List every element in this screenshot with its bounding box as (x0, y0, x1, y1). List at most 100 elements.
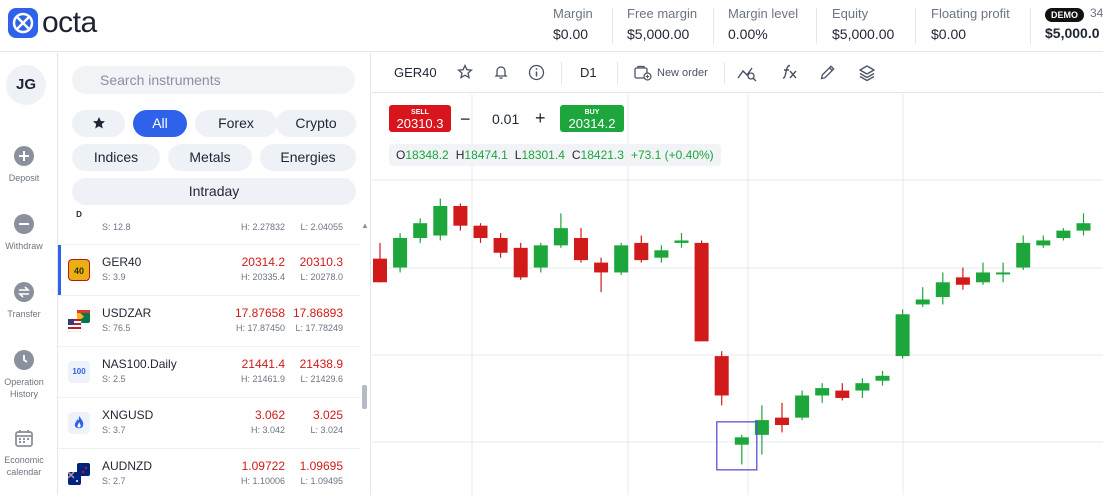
clock-icon (14, 350, 34, 370)
new-order-icon (634, 65, 652, 81)
candle-body (976, 272, 990, 283)
filter-all[interactable]: All (133, 110, 187, 137)
candle-body (1036, 240, 1051, 246)
nav-item-withdraw[interactable]: Withdraw (0, 214, 48, 252)
sell-button[interactable]: SELL 20310.3 (389, 105, 451, 132)
pencil-icon[interactable] (819, 64, 836, 81)
candle-body (413, 223, 428, 238)
candle-body (574, 237, 588, 261)
lot-decrease-button[interactable]: − (460, 109, 471, 129)
candle-body (533, 245, 548, 268)
nav-item-operation-history[interactable]: Operation History (0, 350, 48, 400)
candle-body (875, 375, 890, 381)
filter-favorites[interactable] (72, 110, 125, 137)
candle-body (614, 245, 629, 273)
divider (612, 8, 613, 44)
plus-circle-icon (14, 146, 34, 166)
candle-body (795, 395, 810, 418)
candle-body (553, 228, 568, 246)
left-nav: JG Deposit Withdraw Transfer Operation H… (0, 53, 58, 495)
brand-name: octa (42, 6, 97, 39)
filter-forex[interactable]: Forex (195, 110, 277, 137)
nav-item-economic-calendar[interactable]: Economic calendar (0, 428, 48, 478)
candle-body (1056, 230, 1071, 238)
instrument-panel: All Forex Crypto Indices Metals Energies… (58, 53, 371, 495)
account-floating-profit: Floating profit $0.00 (931, 6, 1010, 42)
list-item-ger40[interactable]: 40 GER40 S: 3.9 20314.2 20310.3 H: 20335… (58, 245, 360, 296)
filter-indices[interactable]: Indices (72, 144, 160, 171)
ohlc-readout: O 18348.2 H 18474.1 L 18301.4 C 18421.3 +73.… (389, 144, 721, 166)
filter-metals[interactable]: Metals (168, 144, 252, 171)
candle-body (996, 272, 1011, 275)
price-chart[interactable] (372, 94, 1103, 495)
candle-body (513, 247, 528, 278)
star-icon (92, 117, 105, 129)
demo-badge: DEMO (1045, 8, 1084, 22)
info-icon[interactable] (528, 64, 545, 81)
bell-icon[interactable] (493, 64, 509, 80)
chart-symbol[interactable]: GER40 (394, 65, 437, 80)
divider (915, 8, 916, 44)
account-equity: Equity $5,000.00 (832, 6, 895, 42)
account-balance[interactable]: $5,000.0 (1045, 25, 1100, 41)
nav-item-transfer[interactable]: Transfer (0, 282, 48, 320)
new-order-button[interactable]: New order (634, 62, 708, 84)
list-item-usdzar[interactable]: USDZAR S: 76.5 17.87658 17.86893 H: 17.8… (58, 296, 360, 347)
lot-increase-button[interactable]: + (535, 108, 546, 128)
search-input[interactable] (72, 66, 355, 94)
list-item[interactable]: D S: 12.8 H: 2.27832 L: 2.04055 (58, 204, 360, 245)
divider (713, 8, 714, 44)
calendar-icon (14, 428, 34, 448)
list-item-nas100-daily[interactable]: 100 NAS100.Daily S: 2.5 21441.4 21438.9 … (58, 347, 360, 398)
candle-body (1016, 242, 1031, 268)
candle-body (955, 277, 970, 285)
avatar[interactable]: JG (6, 65, 46, 105)
timeframe-selector[interactable]: D1 (580, 65, 597, 80)
list-item-audnzd[interactable]: AUDNZD S: 2.7 1.09722 1.09695 H: 1.10006… (58, 449, 360, 495)
divider (724, 62, 725, 84)
star-icon[interactable] (457, 64, 473, 80)
fx-icon[interactable] (780, 64, 798, 80)
scrollbar-thumb[interactable] (362, 385, 367, 409)
candle-body (634, 242, 649, 261)
instrument-flag-icon: D (76, 210, 82, 219)
filter-crypto[interactable]: Crypto (276, 110, 356, 137)
selected-candle-highlight (716, 421, 758, 471)
ger40-flag-icon: 40 (68, 259, 90, 281)
candle-body (694, 242, 709, 342)
candle-body (493, 237, 508, 253)
indicators-icon[interactable] (737, 64, 757, 82)
chart-toolbar: GER40 D1 New order (372, 53, 1103, 93)
divider (1030, 8, 1031, 44)
candle-body (734, 437, 749, 445)
divider (816, 8, 817, 44)
candle-body (815, 388, 830, 396)
account-margin: Margin $0.00 (553, 6, 593, 42)
scroll-up-icon[interactable]: ▲ (361, 221, 369, 230)
lot-size-input[interactable]: 0.01 (492, 111, 520, 127)
candle-body (393, 237, 408, 268)
candle-body (373, 258, 387, 283)
nav-item-deposit[interactable]: Deposit (0, 146, 48, 184)
filter-energies[interactable]: Energies (260, 144, 356, 171)
candle-body (453, 205, 468, 226)
candle-body (895, 314, 910, 357)
candle-body (855, 383, 870, 391)
transfer-icon (14, 282, 34, 302)
top-bar: octa Margin $0.00 Free margin $5,000.00 … (0, 0, 1103, 52)
account-margin-level: Margin level 0.00% (728, 6, 799, 42)
filter-intraday[interactable]: Intraday (72, 178, 356, 205)
buy-button[interactable]: BUY 20314.2 (560, 105, 624, 132)
brand-logo[interactable]: octa (8, 8, 97, 38)
divider (617, 62, 618, 84)
candle-body (915, 299, 930, 305)
list-item-xngusd[interactable]: XNGUSD S: 3.7 3.062 3.025 H: 3.042 L: 3.… (58, 398, 360, 449)
candle-body (654, 250, 669, 258)
nas100-flag-icon: 100 (68, 361, 90, 383)
candle-body (473, 225, 488, 238)
account-free-margin: Free margin $5,000.00 (627, 6, 698, 42)
candle-body (775, 417, 789, 426)
layers-icon[interactable] (858, 64, 876, 82)
active-row-indicator (58, 245, 61, 295)
candle-body (433, 205, 448, 236)
